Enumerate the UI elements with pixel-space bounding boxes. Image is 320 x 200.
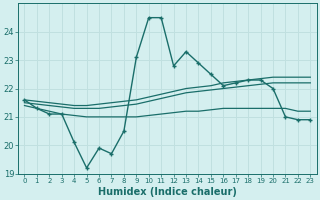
X-axis label: Humidex (Indice chaleur): Humidex (Indice chaleur)	[98, 187, 237, 197]
